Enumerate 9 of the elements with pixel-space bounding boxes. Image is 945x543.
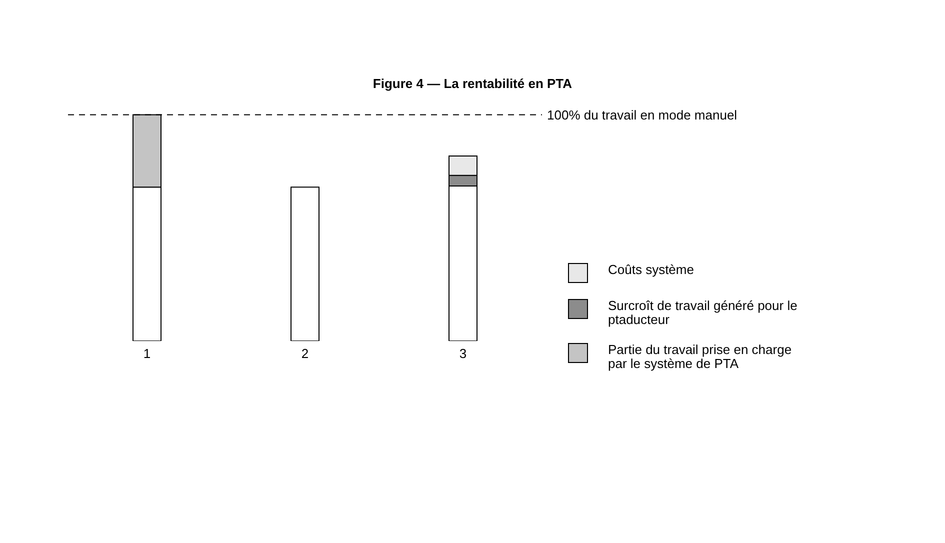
chart-title: Figure 4 — La rentabilité en PTA: [372, 76, 574, 91]
legend-label: Partie du travail prise en charge par le système de PTA: [608, 342, 793, 371]
x-tick-label: 3: [459, 346, 467, 362]
legend-label: Coûts système: [608, 262, 695, 277]
ref-line-label: 100% du travail en mode manuel: [547, 107, 738, 122]
x-tick-label: 2: [301, 346, 309, 362]
x-tick-label: 1: [143, 346, 151, 362]
legend-label: Surcroît de travail généré pour le ptaducteur: [608, 298, 798, 327]
bar: [290, 186, 320, 341]
